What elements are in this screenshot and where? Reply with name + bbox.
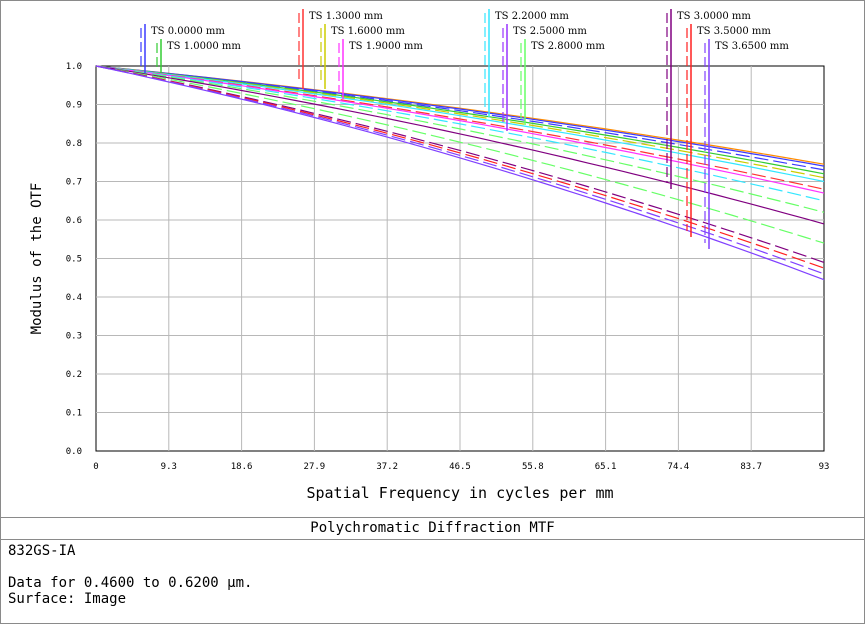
legend-label: TS 2.5000 mm [513,26,587,37]
x-tick-label: 65.1 [595,462,617,472]
mtf-series-line [95,65,825,281]
surface-label: Surface: Image [8,591,127,607]
legend-label: TS 0.0000 mm [151,26,225,37]
legend-label: TS 1.0000 mm [167,41,241,52]
mtf-chart: 0 9.3 18.6 27.9 37.2 46.5 55.8 65.1 74.4 83.7 93 0.… [29,9,830,502]
legend-label: TS 1.9000 mm [349,41,423,52]
y-tick-label: 0.3 [66,332,82,342]
mtf-series-line [95,65,825,275]
legend-label: TS 2.2000 mm [495,11,569,22]
mtf-series-line [95,65,825,225]
mtf-series-line [95,65,825,183]
mtf-series-line [95,65,825,269]
mtf-series-line [95,65,825,244]
y-tick-label: 0.7 [66,178,82,188]
y-tick-label: 0.5 [66,255,82,265]
x-tick-label: 83.7 [740,462,762,472]
legend-label: TS 3.6500 mm [715,41,789,52]
x-tick-label: 55.8 [522,462,544,472]
info-panel: 832GS-IA Data for 0.4600 to 0.6200 µm. S… [8,543,252,607]
legend-label: TS 2.8000 mm [531,41,605,52]
y-tick-label: 0.1 [66,409,82,419]
y-tick-label: 0.2 [66,370,82,380]
chart-area: 0 9.3 18.6 27.9 37.2 46.5 55.8 65.1 74.4 83.7 93 0.… [1,1,865,517]
y-tick-label: 1.0 [66,62,82,72]
wavelength-range: Data for 0.4600 to 0.6200 µm. [8,575,253,591]
x-tick-label: 27.9 [304,462,326,472]
y-tick-label: 0.8 [66,139,82,149]
mtf-series-line [95,65,825,202]
x-tick-label: 37.2 [376,462,398,472]
y-tick-label: 0.6 [66,216,82,226]
x-tick-label: 9.3 [161,462,177,472]
x-tick-label: 46.5 [449,462,471,472]
x-tick-label: 18.6 [231,462,253,472]
legend-label: TS 3.5000 mm [697,26,771,37]
mtf-series-line [95,65,825,194]
chart-title: Polychromatic Diffraction MTF [310,520,555,536]
legend-label: TS 1.6000 mm [331,26,405,37]
legend-label: TS 3.0000 mm [677,11,751,22]
y-tick-label: 0.4 [66,293,82,303]
x-tick-label: 0 [93,462,98,472]
y-axis-label: Modulus of the OTF [29,183,45,335]
lens-name: 832GS-IA [8,543,76,559]
x-axis-label: Spatial Frequency in cycles per mm [306,484,613,502]
x-tick-label: 93 [819,462,830,472]
legend-label: TS 1.3000 mm [309,11,383,22]
mtf-series-line [95,65,825,213]
y-tick-label: 0.0 [66,447,82,457]
mtf-series-line [95,65,825,263]
title-bar: Polychromatic Diffraction MTF [1,517,864,540]
y-tick-label: 0.9 [66,101,82,111]
x-tick-label: 74.4 [668,462,690,472]
